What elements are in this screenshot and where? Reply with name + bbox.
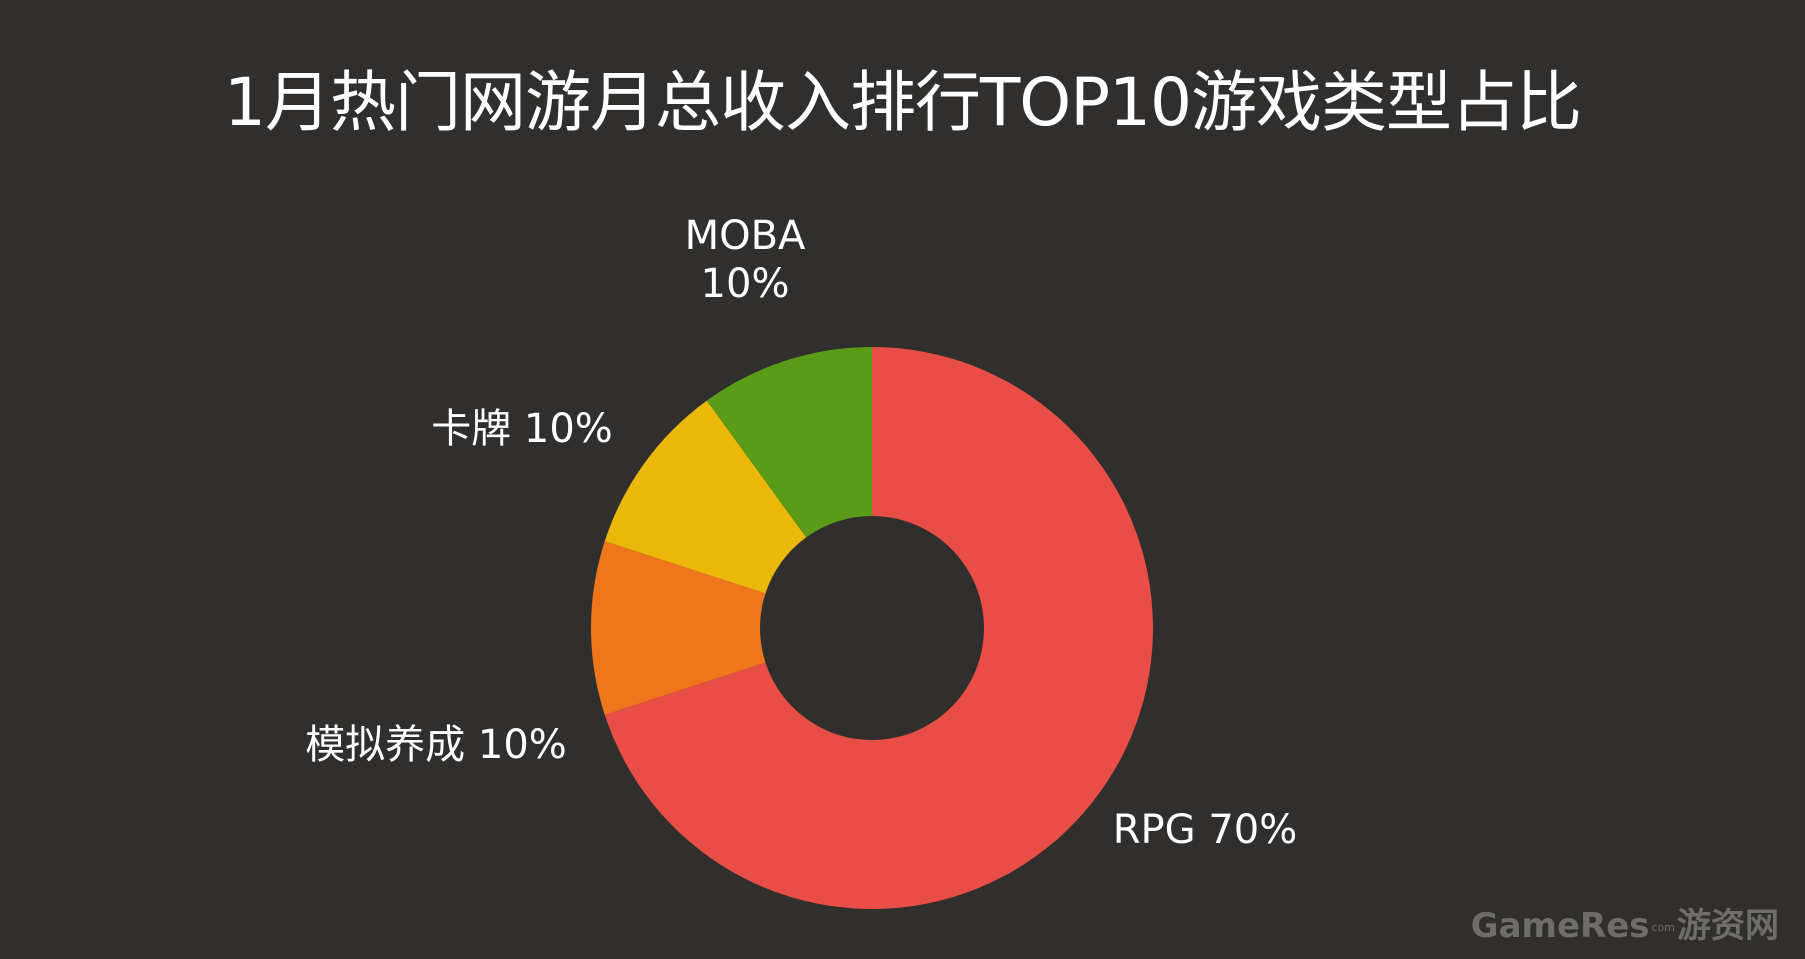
donut-slices: [590, 347, 1153, 909]
watermark-sub: com: [1651, 921, 1676, 934]
slice-模拟养成: [590, 541, 766, 715]
watermark-main: GameRes: [1470, 906, 1650, 946]
slice-labels: RPG 70% 模拟养成 10% 卡牌 10% MOBA 10%: [305, 213, 1297, 853]
slice-卡牌: [604, 400, 807, 594]
watermark-logo: GameRes com游资网: [1471, 898, 1779, 947]
slice-label-模拟养成: 模拟养成 10%: [305, 722, 567, 768]
watermark-cn: 游资网: [1677, 906, 1779, 946]
slice-label-RPG: RPG 70%: [1113, 807, 1298, 853]
chart-title: 1月热门网游月总收入排行TOP10游戏类型占比: [223, 64, 1582, 141]
slice-label-MOBA: MOBA 10%: [685, 213, 806, 307]
slice-RPG: [604, 347, 1153, 909]
slice-MOBA: [706, 347, 872, 538]
slice-label-卡牌: 卡牌 10%: [431, 406, 613, 452]
